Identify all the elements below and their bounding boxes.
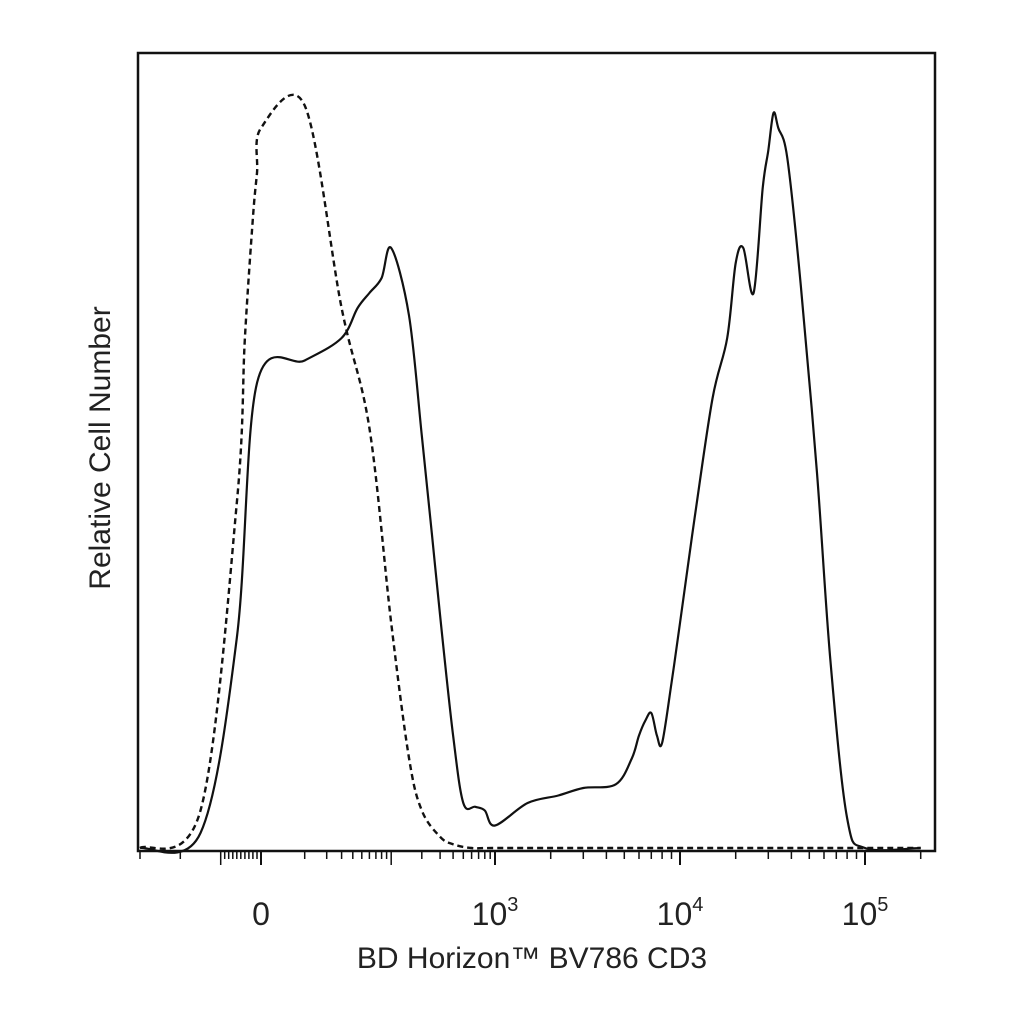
x-tick-label: 103 (472, 894, 519, 932)
solid-series-line (139, 111, 921, 854)
x-tick-label: 0 (252, 896, 270, 932)
dashed-series-line (139, 93, 921, 850)
x-tick-label: 104 (657, 894, 704, 932)
x-tick-label: 105 (842, 894, 889, 932)
y-axis-title: Relative Cell Number (84, 306, 117, 589)
plot-frame (136, 51, 937, 853)
x-axis-minor-ticks (139, 851, 922, 865)
x-axis-title: BD Horizon™ BV786 CD3 (357, 942, 707, 975)
series-layer (139, 93, 921, 854)
x-axis-tick-labels: 0 103 104 105 (252, 894, 888, 932)
